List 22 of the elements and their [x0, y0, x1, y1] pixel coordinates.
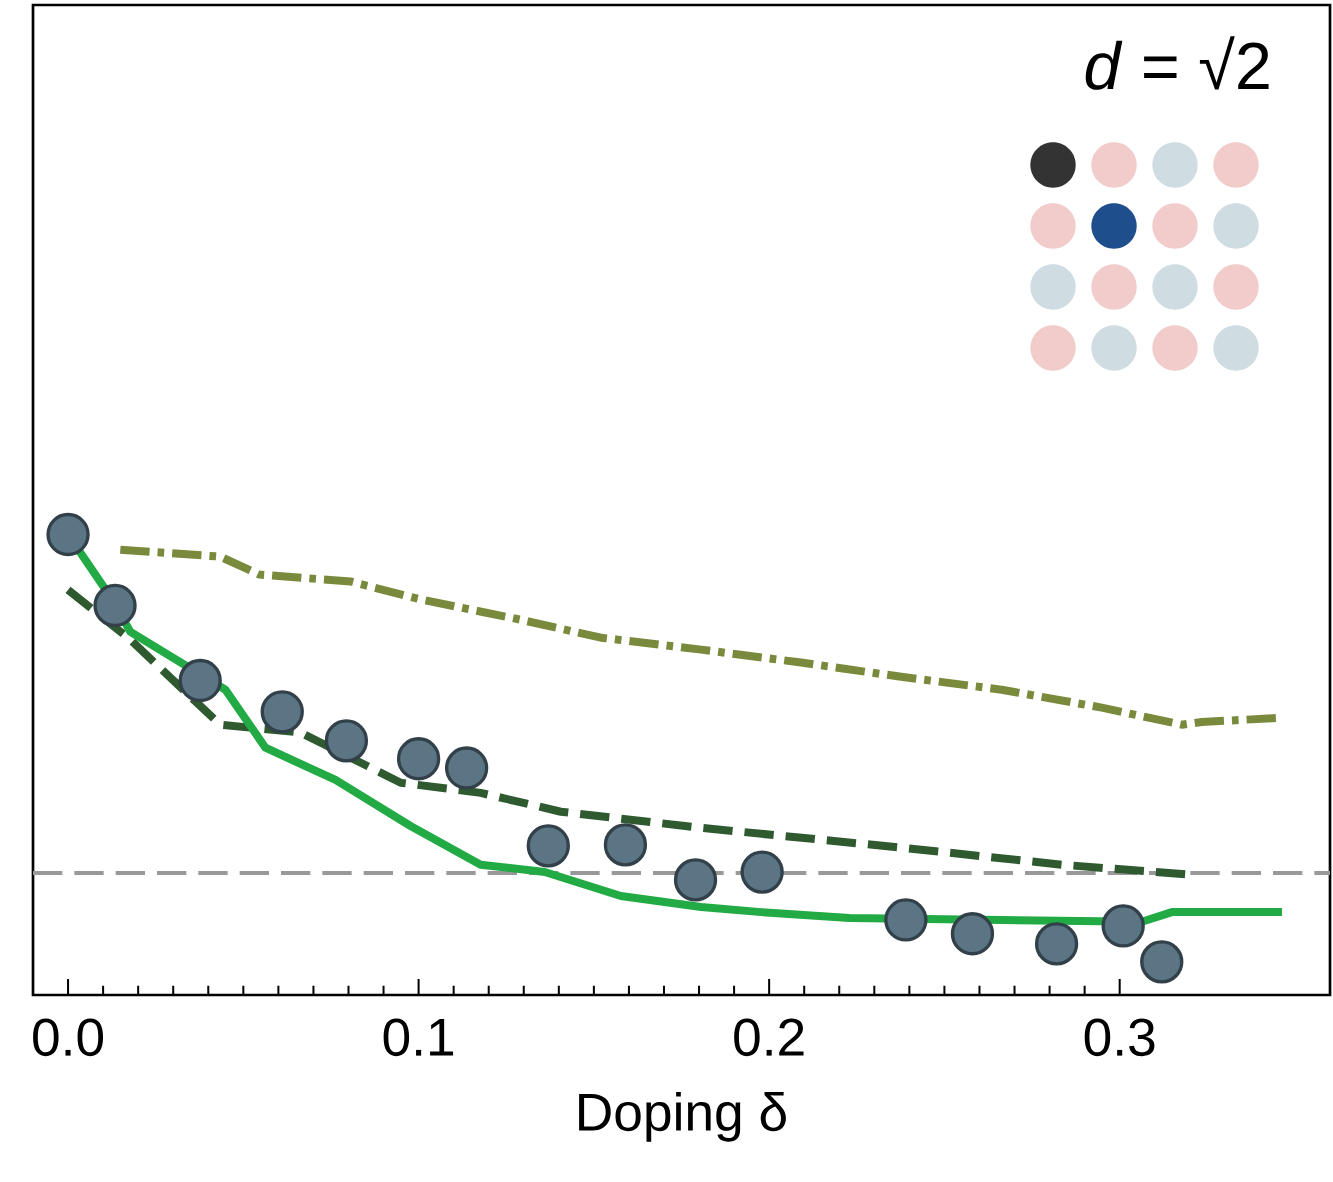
point	[1034, 922, 1079, 966]
point	[93, 583, 137, 628]
x-axis-title: Doping δ	[579, 1091, 786, 1142]
x-tick-label: 0.1	[383, 1018, 454, 1057]
point	[950, 912, 995, 956]
point	[260, 690, 304, 734]
point	[740, 850, 784, 894]
x-tick-label: 0.0	[33, 1018, 104, 1057]
point	[324, 719, 369, 763]
point	[526, 824, 570, 868]
point	[603, 823, 648, 867]
x-tick-label: 0.2	[734, 1018, 804, 1057]
point	[673, 858, 718, 902]
point	[178, 658, 222, 703]
point	[396, 737, 441, 781]
x-tick-label: 0.3	[1084, 1018, 1155, 1057]
point	[884, 898, 928, 942]
point	[444, 746, 489, 790]
text: d = √2	[1085, 36, 1269, 90]
point	[46, 512, 90, 557]
point	[1101, 904, 1145, 948]
point	[1140, 940, 1184, 984]
